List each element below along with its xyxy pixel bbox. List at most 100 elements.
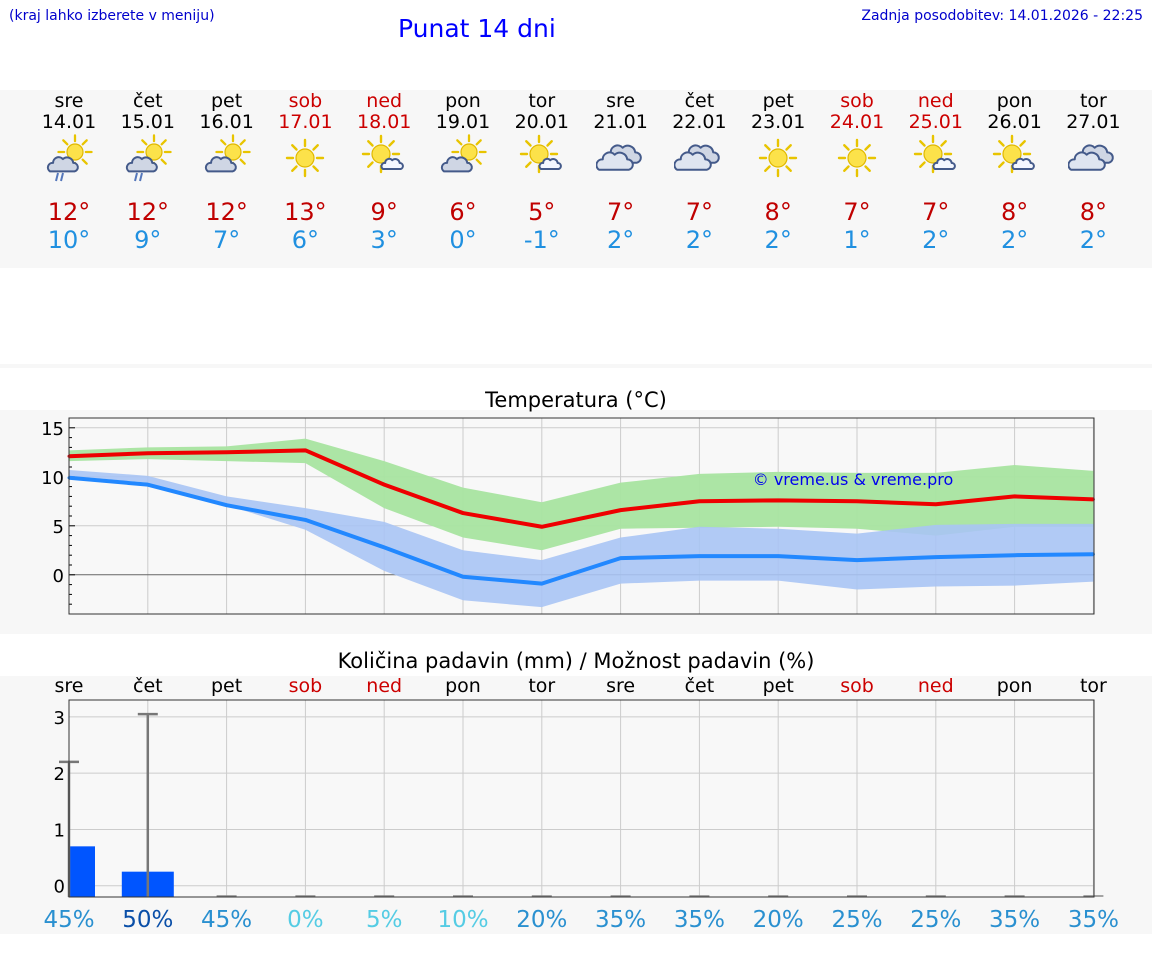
y-tick-label: 0 xyxy=(54,877,65,898)
x-tick-label: sre xyxy=(55,675,84,697)
sun-icon xyxy=(758,138,798,178)
day-column: sre 21.01 7° 2° xyxy=(576,88,666,268)
day-date: 20.01 xyxy=(514,111,569,133)
max-temp-point xyxy=(461,511,465,515)
max-temp-point xyxy=(776,498,780,502)
temp-max: 7° xyxy=(606,198,635,226)
x-tick-label: pet xyxy=(763,675,794,697)
min-temp-point xyxy=(619,556,623,560)
min-temp-line xyxy=(68,475,1094,586)
temperature-chart: 0 5 10 15 © vreme.us & vreme.pro xyxy=(41,417,1095,615)
y-tick-label: 3 xyxy=(54,708,65,729)
x-tick-label: sob xyxy=(289,675,323,697)
day-date: 26.01 xyxy=(987,111,1042,133)
sun-small-cloud-icon xyxy=(913,134,956,174)
max-range-band xyxy=(69,438,1094,551)
precip-probability: 35% xyxy=(674,907,725,933)
clouds-icon xyxy=(1068,144,1115,171)
day-date: 23.01 xyxy=(750,111,806,133)
temp-max: 7° xyxy=(843,198,871,226)
plot-frame xyxy=(68,417,1095,615)
y-tick-label: 1 xyxy=(54,820,65,841)
precip-probability: 35% xyxy=(1068,907,1119,933)
day-date: 21.01 xyxy=(593,111,648,133)
max-temp-point xyxy=(225,450,229,454)
clouds-icon xyxy=(674,144,721,171)
x-tick-label: pon xyxy=(445,675,481,697)
temp-min: 9° xyxy=(134,226,162,254)
temp-min: 10° xyxy=(47,226,91,254)
sun-icon xyxy=(286,138,325,178)
max-temp-point xyxy=(619,508,623,512)
day-date: 22.01 xyxy=(672,111,727,133)
min-temp-point xyxy=(382,545,386,549)
max-temp-point xyxy=(540,525,544,529)
min-temp-point xyxy=(1013,553,1017,557)
day-name: pet xyxy=(210,90,243,112)
min-temp-point xyxy=(146,483,150,487)
temp-min: 2° xyxy=(1079,226,1108,254)
watermark: © vreme.us & vreme.pro xyxy=(753,470,954,489)
min-temp-point xyxy=(461,575,465,579)
x-tick-label: tor xyxy=(528,675,555,697)
x-tick-label: pon xyxy=(997,675,1033,697)
x-tick-label: sre xyxy=(606,675,635,697)
x-tick-label: tor xyxy=(1080,675,1107,697)
day-date: 18.01 xyxy=(356,111,412,133)
day-column: pet 16.01 12° 7° xyxy=(182,88,272,268)
day-name: tor xyxy=(1079,90,1107,112)
day-name: pon xyxy=(996,90,1033,112)
max-temp-point xyxy=(855,499,859,503)
sun-cloud-rain-icon xyxy=(46,134,93,182)
temp-min: 7° xyxy=(212,226,241,254)
x-tick-label: čet xyxy=(133,675,163,697)
day-name: ned xyxy=(917,90,954,112)
day-date: 25.01 xyxy=(908,111,963,133)
precip-probability: 20% xyxy=(753,907,804,933)
day-name: sob xyxy=(288,90,323,112)
precipitation-chart: sre čet pet sob ned pon tor sre čet pet sob ned pon t… xyxy=(43,675,1119,933)
temp-chart-title: Temperatura (°C) xyxy=(485,388,667,412)
day-name: čet xyxy=(684,90,715,112)
temp-min: 2° xyxy=(764,226,792,254)
x-tick-label: ned xyxy=(366,675,402,697)
min-temp-point xyxy=(303,518,307,522)
day-name: sre xyxy=(606,90,636,112)
day-column: čet 22.01 7° 2° xyxy=(654,88,744,268)
max-temp-line xyxy=(68,448,1094,529)
precip-probability: 35% xyxy=(989,907,1040,933)
min-temp-point xyxy=(855,558,859,562)
day-name: pet xyxy=(762,90,794,112)
temp-max: 8° xyxy=(1079,198,1108,226)
plot-area xyxy=(69,700,1094,897)
day-date: 27.01 xyxy=(1066,111,1121,133)
precip-probability: 0% xyxy=(287,907,324,933)
last-update: Zadnja posodobitev: 14.01.2026 - 22:25 xyxy=(861,8,1143,24)
min-temp-point xyxy=(697,554,701,558)
day-column: ned 25.01 7° 2° xyxy=(891,88,981,268)
precip-probability: 45% xyxy=(43,907,94,933)
day-column: sob 17.01 13° 6° xyxy=(260,88,350,268)
precip-probability: 45% xyxy=(201,907,252,933)
day-date: 14.01 xyxy=(41,111,97,133)
y-tick-label: 15 xyxy=(41,419,64,440)
temp-max: 6° xyxy=(449,198,477,226)
location-hint[interactable]: (kraj lahko izberete v meniju) xyxy=(9,8,215,24)
temp-max: 8° xyxy=(764,198,792,226)
temp-max: 12° xyxy=(205,198,248,226)
clouds-icon xyxy=(595,144,642,171)
sun-small-cloud-icon xyxy=(361,134,405,174)
temp-min: 2° xyxy=(1000,226,1029,254)
x-tick-label: čet xyxy=(685,675,715,697)
precip-probability: 35% xyxy=(595,907,646,933)
precip-probability: 25% xyxy=(910,907,961,933)
day-name: sre xyxy=(54,90,84,112)
max-temp-point xyxy=(934,502,938,506)
sun-small-cloud-icon xyxy=(519,134,562,174)
sun-icon xyxy=(837,138,877,178)
temp-min: 1° xyxy=(843,226,871,254)
x-tick-label: ned xyxy=(918,675,954,697)
temp-min: 0° xyxy=(449,226,477,254)
y-tick-label: 5 xyxy=(53,517,64,538)
day-column: čet 15.01 12° 9° xyxy=(103,88,193,268)
